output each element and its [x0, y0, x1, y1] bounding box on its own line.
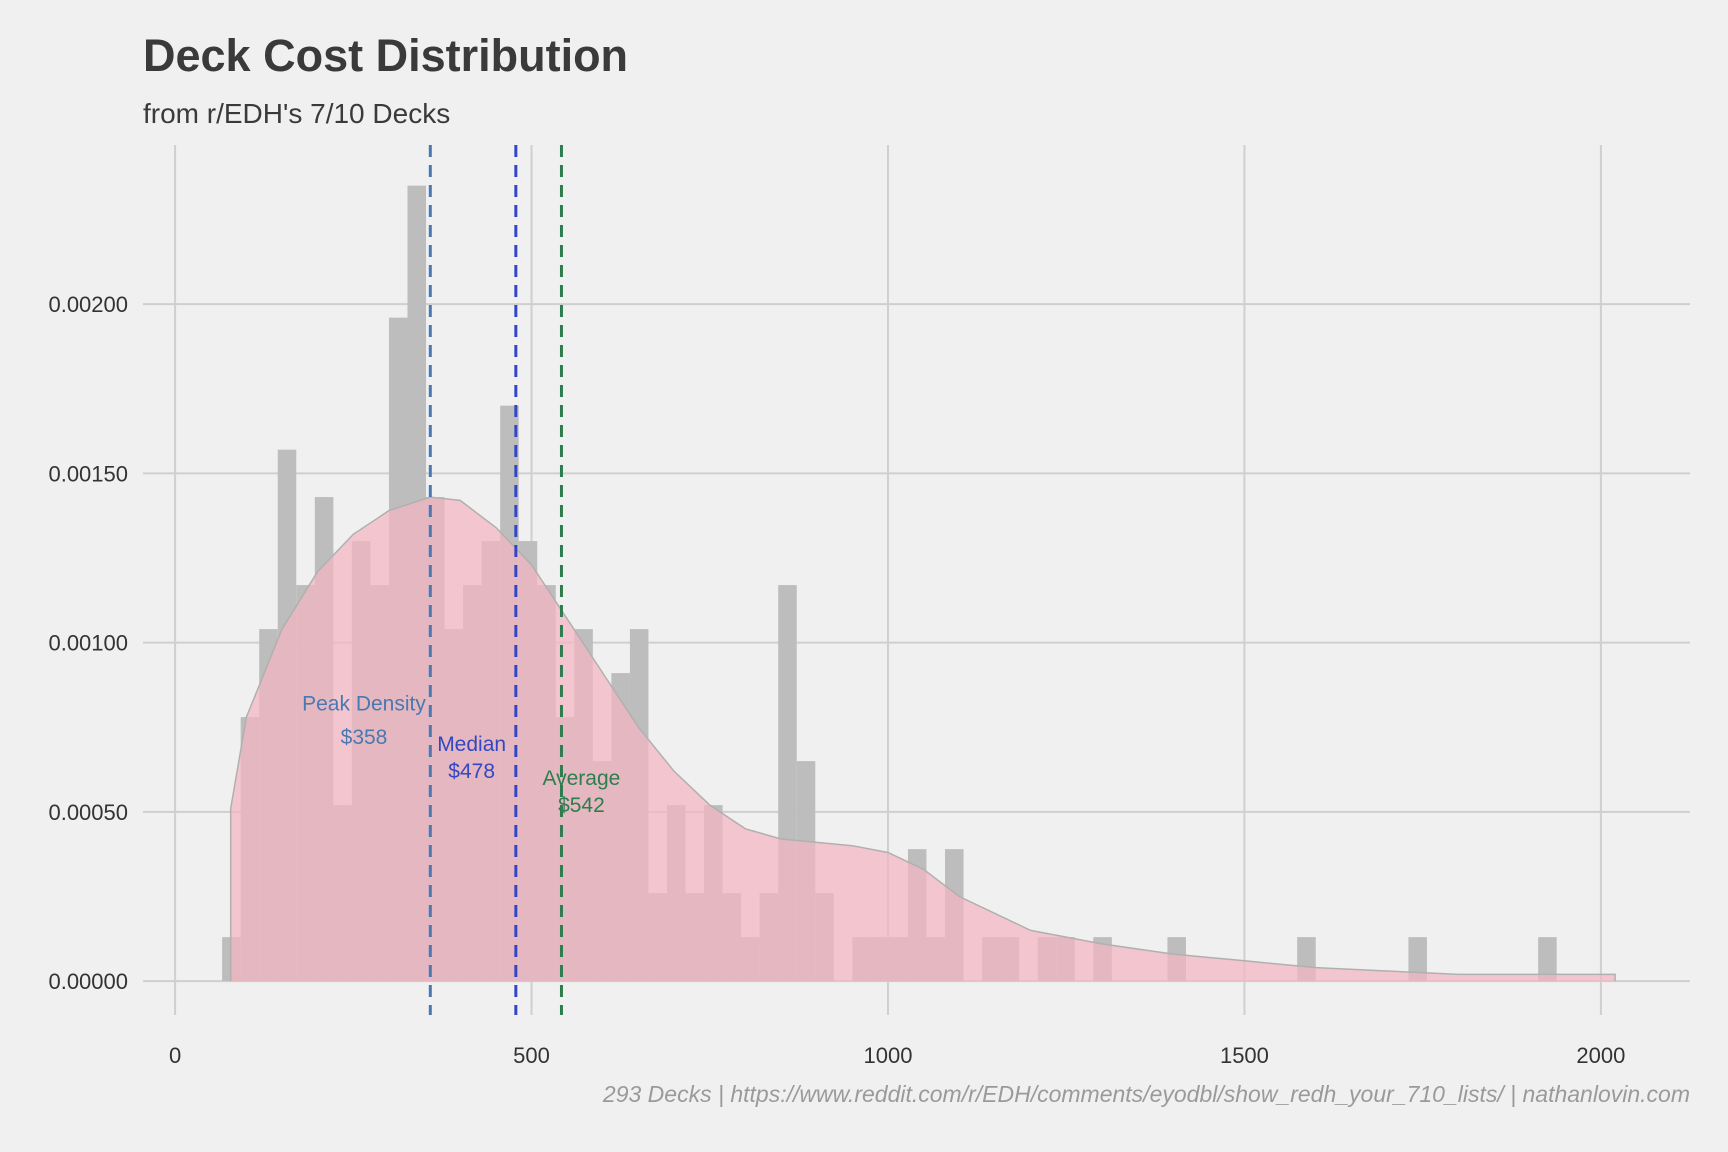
chart-title: Deck Cost Distribution [143, 30, 629, 81]
annotation-value: $478 [448, 760, 495, 783]
density-area [230, 497, 1616, 982]
density-curve-layer [229, 496, 1616, 982]
histogram-bar [1408, 937, 1427, 982]
x-tick-label: 500 [513, 1043, 550, 1068]
annotation-label: Median [437, 733, 506, 756]
density-curve [229, 496, 1616, 982]
reference-lines [428, 145, 563, 1015]
y-axis-ticks: 0.00000 0.00050 0.00100 0.00150 0.00200 [48, 292, 128, 994]
x-tick-label: 1000 [864, 1043, 913, 1068]
y-tick-label: 0.00100 [48, 631, 128, 656]
annotations: Peak Density $358 Median $478 Average $542 [302, 692, 620, 817]
x-tick-label: 0 [169, 1043, 181, 1068]
y-tick-label: 0.00000 [48, 969, 128, 994]
annotation-value: $542 [558, 794, 605, 817]
chart-caption: 293 Decks | https://www.reddit.com/r/EDH… [602, 1081, 1690, 1107]
x-tick-label: 1500 [1220, 1043, 1269, 1068]
y-tick-label: 0.00150 [48, 461, 128, 486]
y-tick-label: 0.00200 [48, 292, 128, 317]
x-axis-ticks: 0 500 1000 1500 2000 [169, 1043, 1625, 1068]
y-tick-label: 0.00050 [48, 800, 128, 825]
histogram-bar [1538, 937, 1557, 982]
annotation-label: Peak Density [302, 692, 426, 715]
x-tick-label: 2000 [1576, 1043, 1625, 1068]
annotation-label: Average [543, 767, 621, 790]
chart-subtitle: from r/EDH's 7/10 Decks [143, 98, 451, 129]
annotation-value: $358 [341, 726, 388, 749]
